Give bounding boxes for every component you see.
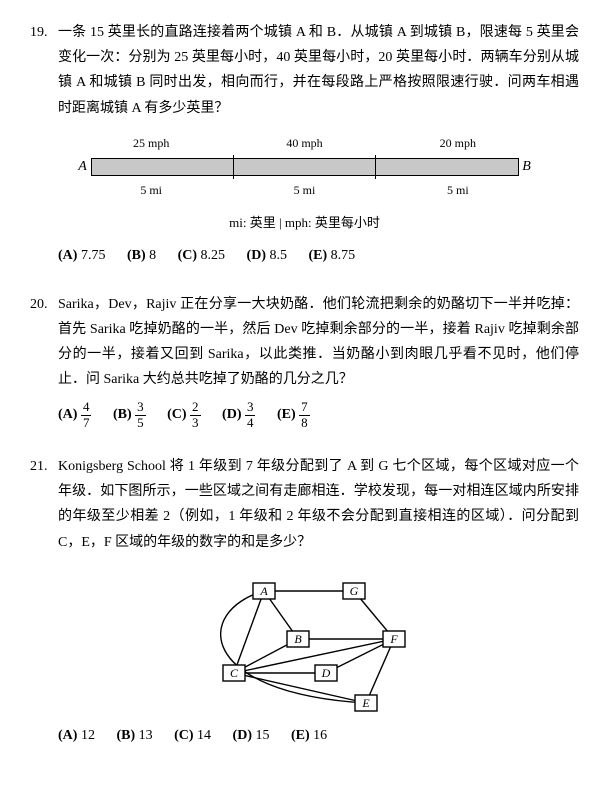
choice-e: (E) 8.75 xyxy=(308,243,355,268)
numerator: 2 xyxy=(190,400,201,415)
choice-value: 8.25 xyxy=(201,248,226,263)
choice-d: (D) 8.5 xyxy=(247,243,287,268)
choice-c: (C) 8.25 xyxy=(178,243,225,268)
road-caption: mi: 英里 | mph: 英里每小时 xyxy=(75,211,535,234)
numerator: 3 xyxy=(135,400,146,415)
road-tick xyxy=(233,155,234,179)
fraction: 34 xyxy=(245,400,256,430)
choice-e: (E) 16 xyxy=(291,723,327,748)
choice-value: 16 xyxy=(313,728,327,743)
road-top-labels: 25 mph 40 mph 20 mph xyxy=(75,133,535,155)
road-top-label: 25 mph xyxy=(75,133,228,155)
road-end-left: A xyxy=(75,154,91,179)
fraction: 35 xyxy=(135,400,146,430)
choice-label: (A) xyxy=(58,248,77,263)
choice-label: (D) xyxy=(247,248,266,263)
choice-a: (A) 12 xyxy=(58,723,95,748)
road-bottom-label: 5 mi xyxy=(75,180,228,202)
choice-label: (D) xyxy=(222,407,241,422)
road-diagram: 25 mph 40 mph 20 mph A B 5 mi 5 mi 5 mi … xyxy=(75,133,535,235)
choice-d: (D) 15 xyxy=(233,723,270,748)
choice-label: (A) xyxy=(58,728,77,743)
choice-label: (C) xyxy=(178,248,197,263)
choices: (A) 7.75 (B) 8 (C) 8.25 (D) 8.5 (E) 8.75 xyxy=(58,243,579,268)
choice-label: (B) xyxy=(116,728,135,743)
problem-text: 21. Konigsberg School 将 1 年级到 7 年级分配到了 A… xyxy=(30,454,579,555)
fraction: 23 xyxy=(190,400,201,430)
problem-body: Konigsberg School 将 1 年级到 7 年级分配到了 A 到 G… xyxy=(58,454,579,555)
road-bottom-label: 5 mi xyxy=(381,180,534,202)
choice-label: (A) xyxy=(58,407,77,422)
road-top-label: 40 mph xyxy=(228,133,381,155)
problem-body: 一条 15 英里长的直路连接着两个城镇 A 和 B．从城镇 A 到城镇 B，限速… xyxy=(58,20,579,121)
denominator: 8 xyxy=(299,416,310,430)
svg-text:A: A xyxy=(259,584,268,598)
choice-a: (A) 47 xyxy=(58,400,91,430)
denominator: 3 xyxy=(190,416,201,430)
choices: (A) 47 (B) 35 (C) 23 (D) 34 (E) 78 xyxy=(58,400,579,430)
choice-label: (E) xyxy=(291,728,310,743)
choice-label: (D) xyxy=(233,728,252,743)
choice-label: (E) xyxy=(308,248,327,263)
svg-text:C: C xyxy=(229,666,238,680)
choice-value: 15 xyxy=(255,728,269,743)
numerator: 3 xyxy=(245,400,256,415)
svg-text:D: D xyxy=(320,666,330,680)
problem-text: 20. Sarika，Dev，Rajiv 正在分享一大块奶酪．他们轮流把剩余的奶… xyxy=(30,292,579,393)
denominator: 5 xyxy=(135,416,146,430)
choice-value: 13 xyxy=(139,728,153,743)
problem-21: 21. Konigsberg School 将 1 年级到 7 年级分配到了 A… xyxy=(30,454,579,748)
choice-value: 8 xyxy=(149,248,156,263)
choice-value: 8.75 xyxy=(331,248,356,263)
choice-label: (B) xyxy=(113,407,132,422)
choice-b: (B) 8 xyxy=(127,243,156,268)
choice-b: (B) 13 xyxy=(116,723,152,748)
choice-value: 12 xyxy=(81,728,95,743)
problem-text: 19. 一条 15 英里长的直路连接着两个城镇 A 和 B．从城镇 A 到城镇 … xyxy=(30,20,579,121)
road-tick xyxy=(375,155,376,179)
choice-label: (B) xyxy=(127,248,146,263)
road-end-right: B xyxy=(519,154,535,179)
choice-d: (D) 34 xyxy=(222,400,255,430)
choice-a: (A) 7.75 xyxy=(58,243,105,268)
problem-20: 20. Sarika，Dev，Rajiv 正在分享一大块奶酪．他们轮流把剩余的奶… xyxy=(30,292,579,430)
road-bottom-label: 5 mi xyxy=(228,180,381,202)
choice-e: (E) 78 xyxy=(277,400,310,430)
problem-number: 21. xyxy=(30,454,58,555)
choice-label: (C) xyxy=(167,407,186,422)
choice-b: (B) 35 xyxy=(113,400,146,430)
svg-text:B: B xyxy=(294,632,302,646)
graph-diagram: A G B F C D E xyxy=(175,565,435,715)
choice-value: 14 xyxy=(197,728,211,743)
choice-c: (C) 14 xyxy=(174,723,211,748)
fraction: 78 xyxy=(299,400,310,430)
denominator: 7 xyxy=(81,416,92,430)
svg-text:G: G xyxy=(349,584,358,598)
fraction: 47 xyxy=(81,400,92,430)
problem-19: 19. 一条 15 英里长的直路连接着两个城镇 A 和 B．从城镇 A 到城镇 … xyxy=(30,20,579,268)
numerator: 7 xyxy=(299,400,310,415)
denominator: 4 xyxy=(245,416,256,430)
choice-label: (E) xyxy=(277,407,296,422)
numerator: 4 xyxy=(81,400,92,415)
road-bar-row: A B xyxy=(75,154,535,179)
road-top-label: 20 mph xyxy=(381,133,534,155)
choices: (A) 12 (B) 13 (C) 14 (D) 15 (E) 16 xyxy=(58,723,579,748)
road-bottom-labels: 5 mi 5 mi 5 mi xyxy=(75,180,535,202)
svg-text:F: F xyxy=(389,632,398,646)
problem-number: 20. xyxy=(30,292,58,393)
svg-text:E: E xyxy=(361,696,370,710)
choice-c: (C) 23 xyxy=(167,400,200,430)
road-bar xyxy=(91,158,519,176)
choice-value: 8.5 xyxy=(269,248,287,263)
problem-number: 19. xyxy=(30,20,58,121)
problem-body: Sarika，Dev，Rajiv 正在分享一大块奶酪．他们轮流把剩余的奶酪切下一… xyxy=(58,292,579,393)
choice-label: (C) xyxy=(174,728,193,743)
choice-value: 7.75 xyxy=(81,248,106,263)
